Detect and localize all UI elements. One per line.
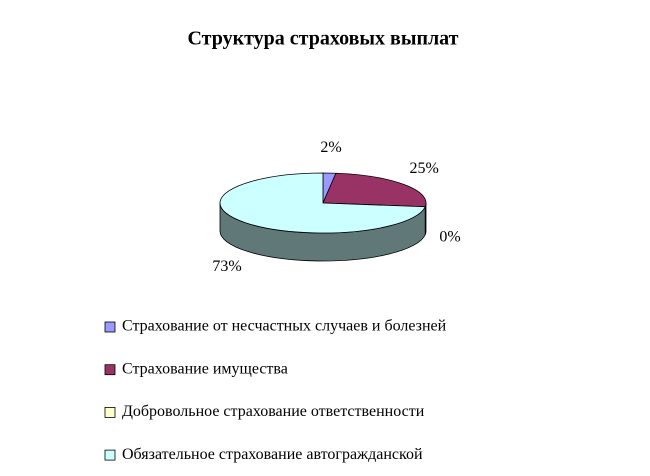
legend-swatch xyxy=(104,364,116,376)
data-label: 0% xyxy=(439,229,460,246)
legend-swatch xyxy=(104,406,116,418)
data-label: 25% xyxy=(409,160,438,177)
legend-label: Страхование от несчастных случаев и боле… xyxy=(122,318,447,335)
legend-swatch xyxy=(104,449,116,461)
legend-swatch xyxy=(104,321,116,333)
chart-title: Структура страховых выплат xyxy=(187,28,458,50)
legend-label: Страхование имущества xyxy=(122,360,288,377)
data-label: 73% xyxy=(212,258,241,275)
slice xyxy=(322,172,427,208)
data-label: 2% xyxy=(320,139,341,156)
slice xyxy=(219,172,426,234)
legend-label: Обязательное страхование автогражданской xyxy=(122,446,423,463)
legend-label: Добровольное страхование ответственности xyxy=(122,403,425,420)
